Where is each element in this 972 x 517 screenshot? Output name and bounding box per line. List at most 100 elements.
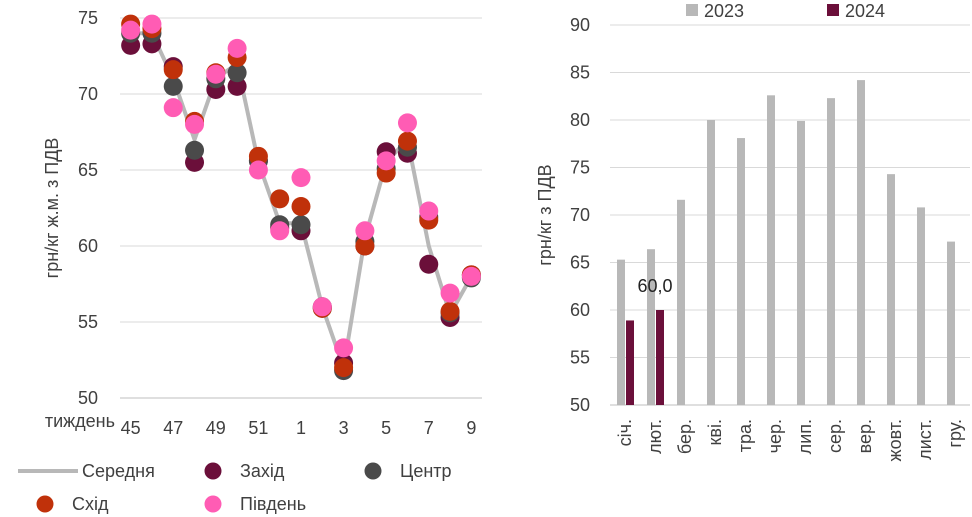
x-tick-label: 47	[163, 418, 183, 438]
marker-Південь	[142, 14, 162, 34]
y-tick-label: 70	[570, 205, 590, 225]
y-tick-label: 55	[570, 348, 590, 368]
marker-Південь	[312, 297, 332, 317]
marker-Схід	[334, 358, 354, 378]
x-tick-label: тра.	[735, 419, 755, 452]
marker-Південь	[355, 221, 375, 241]
y-tick-label: 75	[78, 8, 98, 28]
x-tick-label: 5	[381, 418, 391, 438]
legend-label: Схід	[72, 494, 109, 514]
bar-2023	[767, 95, 775, 406]
marker-Центр	[163, 76, 183, 96]
legend-swatch-marker	[204, 462, 222, 480]
y-tick-label: 65	[78, 160, 98, 180]
bar-2023	[857, 80, 865, 405]
marker-Південь	[461, 266, 481, 286]
bar-2023	[647, 249, 655, 405]
bar-2023	[677, 199, 685, 405]
marker-Схід	[397, 131, 417, 151]
y-tick-label: 70	[78, 84, 98, 104]
marker-Південь	[121, 20, 141, 40]
legend-label: 2024	[845, 1, 885, 21]
legend-swatch-2023	[686, 4, 698, 16]
marker-Південь	[206, 64, 226, 84]
marker-Центр	[227, 63, 247, 83]
y-tick-label: 65	[570, 253, 590, 273]
marker-Південь	[248, 160, 268, 180]
legend-label: Середня	[82, 461, 155, 481]
legend-label: Центр	[400, 461, 452, 481]
y-axis-title: грн/кг з ПДВ	[535, 164, 555, 265]
marker-Південь	[376, 151, 396, 171]
marker-Південь	[334, 338, 354, 358]
x-tick-label: січ.	[615, 419, 635, 446]
marker-Захід	[227, 76, 247, 96]
legend-label: Південь	[240, 494, 306, 514]
bar-2024	[656, 310, 664, 405]
y-tick-label: 80	[570, 110, 590, 130]
legend-swatch-2024	[827, 4, 839, 16]
marker-Схід	[163, 60, 183, 80]
x-tick-label: бер.	[675, 419, 695, 454]
y-tick-label: 50	[78, 388, 98, 408]
x-axis-title: тиждень	[45, 411, 115, 431]
marker-Схід	[355, 236, 375, 256]
y-tick-label: 60	[78, 236, 98, 256]
marker-Південь	[185, 114, 205, 134]
x-tick-label: лист.	[915, 419, 935, 460]
legend-label: Захід	[240, 461, 285, 481]
marker-Південь	[291, 168, 311, 188]
legend-swatch-marker	[364, 462, 382, 480]
y-tick-label: 85	[570, 63, 590, 83]
marker-Схід	[248, 146, 268, 166]
bar-2023	[887, 174, 895, 405]
x-tick-label: 7	[424, 418, 434, 438]
legend-swatch-marker	[36, 495, 54, 513]
x-tick-label: гру.	[945, 419, 965, 448]
x-tick-label: 3	[339, 418, 349, 438]
y-tick-label: 50	[570, 395, 590, 415]
x-tick-label: чер.	[765, 419, 785, 453]
x-tick-label: 1	[296, 418, 306, 438]
y-tick-label: 75	[570, 158, 590, 178]
y-tick-label: 90	[570, 15, 590, 35]
bar-2023	[737, 138, 745, 406]
x-tick-label: вер.	[855, 419, 875, 453]
marker-Центр	[291, 215, 311, 235]
bar-2023	[617, 259, 625, 405]
marker-Південь	[419, 201, 439, 221]
marker-Південь	[440, 283, 460, 303]
bar-2023	[827, 98, 835, 406]
legend-swatch-marker	[204, 495, 222, 513]
x-tick-label: сер.	[825, 419, 845, 453]
bar-2023	[797, 120, 805, 405]
bar-2023	[707, 120, 715, 405]
data-label: 60,0	[637, 276, 672, 296]
y-tick-label: 55	[78, 312, 98, 332]
marker-Схід	[440, 301, 460, 321]
x-tick-label: 45	[121, 418, 141, 438]
y-tick-label: 60	[570, 300, 590, 320]
x-tick-label: лют.	[645, 419, 665, 454]
x-tick-label: жовт.	[885, 419, 905, 461]
marker-Південь	[227, 38, 247, 58]
marker-Схід	[291, 196, 311, 216]
marker-Південь	[397, 113, 417, 133]
monthly-price-bar-chart: 50 55 60 65 70 75 80 85 90 січ. лют. бер. кві. тра. че…	[535, 1, 970, 461]
x-tick-label: кві.	[705, 419, 725, 445]
y-axis-title: грн/кг ж.м. з ПДВ	[42, 138, 62, 279]
marker-Південь	[163, 98, 183, 118]
marker-Південь	[270, 221, 290, 241]
x-tick-label: 49	[206, 418, 226, 438]
bar-2023	[947, 241, 955, 405]
x-tick-label: 51	[248, 418, 268, 438]
legend-label: 2023	[704, 1, 744, 21]
marker-Центр	[185, 140, 205, 160]
bar-2024	[626, 320, 634, 405]
x-tick-label: 9	[466, 418, 476, 438]
weekly-price-line-chart: 50 55 60 65 70 75 45 47 49 51 1 3 5 7 9 тиждень грн/кг ж…	[18, 8, 482, 514]
x-tick-label: лип.	[795, 419, 815, 454]
bar-2023	[917, 207, 925, 405]
marker-Захід	[419, 254, 439, 274]
